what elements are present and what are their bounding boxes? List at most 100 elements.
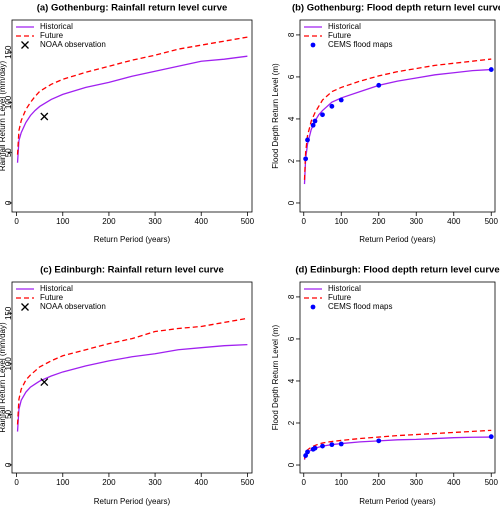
- point: [312, 445, 318, 451]
- x-tick-label: 400: [447, 478, 461, 487]
- x-marker: [40, 112, 49, 121]
- x-tick-label: 300: [148, 478, 162, 487]
- y-tick-label: 4: [287, 116, 296, 121]
- point: [488, 67, 494, 72]
- x-tick-label: 300: [148, 217, 162, 226]
- legend-marker: [21, 41, 29, 49]
- x-axis-label: Return Period (years): [94, 497, 171, 506]
- y-tick-label: 50: [4, 409, 13, 418]
- point: [320, 112, 325, 118]
- x-tick-label: 300: [410, 478, 424, 487]
- point: [312, 118, 318, 124]
- legend-label: NOAA observation: [40, 40, 106, 49]
- series-line: [303, 58, 492, 180]
- y-tick-label: 0: [287, 200, 296, 205]
- x-tick-label: 300: [410, 217, 424, 226]
- y-tick-label: 6: [287, 74, 296, 79]
- panel: (a) Gothenburg: Rainfall return level cu…: [0, 3, 255, 245]
- x-axis-label: Return Period (years): [359, 497, 436, 506]
- legend-label: Historical: [40, 284, 73, 293]
- legend-label: Historical: [328, 22, 361, 31]
- x-tick-label: 400: [195, 478, 209, 487]
- x-tick-label: 100: [335, 217, 349, 226]
- x-tick-label: 500: [485, 478, 499, 487]
- point: [310, 122, 316, 128]
- y-tick-label: 150: [4, 45, 13, 59]
- point: [305, 449, 310, 455]
- x-tick-label: 400: [195, 217, 209, 226]
- series-line: [16, 344, 248, 432]
- x-tick-label: 200: [102, 478, 116, 487]
- legend-label: Future: [328, 31, 352, 40]
- legend-marker: [21, 303, 29, 311]
- x-tick-label: 100: [56, 217, 70, 226]
- y-axis-label: Flood Depth Return Level (m): [271, 324, 280, 430]
- legend-label: Future: [40, 31, 64, 40]
- panel-title: (b) Gothenburg: Flood depth return level…: [292, 3, 500, 14]
- x-tick-label: 0: [14, 217, 19, 226]
- point: [338, 97, 344, 103]
- legend-label: CEMS flood maps: [328, 302, 392, 311]
- legend-label: Future: [40, 293, 64, 302]
- point: [338, 441, 344, 447]
- x-tick-label: 200: [372, 478, 386, 487]
- x-tick-label: 200: [372, 217, 386, 226]
- legend-label: Future: [328, 293, 352, 302]
- series-line: [303, 68, 492, 185]
- point: [376, 82, 382, 88]
- y-tick-label: 50: [4, 148, 13, 157]
- legend-label: Historical: [328, 284, 361, 293]
- x-tick-label: 500: [485, 217, 499, 226]
- plot-box: [11, 19, 253, 213]
- panel: (d) Edinburgh: Flood depth return level …: [271, 265, 500, 507]
- y-tick-label: 8: [287, 294, 296, 299]
- panel: (b) Gothenburg: Flood depth return level…: [271, 3, 500, 245]
- panel: (c) Edinburgh: Rainfall return level cur…: [0, 265, 255, 507]
- panel-title: (a) Gothenburg: Rainfall return level cu…: [37, 3, 228, 14]
- point: [488, 434, 494, 440]
- panel-title: (d) Edinburgh: Flood depth return level …: [295, 265, 499, 276]
- y-tick-label: 100: [4, 95, 13, 109]
- x-marker: [40, 378, 49, 387]
- series-line: [303, 436, 492, 460]
- point: [376, 438, 382, 444]
- x-tick-label: 500: [241, 217, 255, 226]
- y-axis-label: Flood Depth Return Level (m): [271, 63, 280, 169]
- y-axis-label: Rainfall Return Level (mm/day): [0, 322, 7, 433]
- legend-label: Historical: [40, 22, 73, 31]
- y-tick-label: 100: [4, 357, 13, 371]
- y-tick-label: 2: [287, 158, 296, 163]
- y-tick-label: 0: [4, 462, 13, 467]
- point: [303, 453, 309, 458]
- legend-label: CEMS flood maps: [328, 40, 392, 49]
- y-tick-label: 6: [287, 336, 296, 341]
- point: [329, 103, 335, 109]
- y-tick-label: 0: [4, 200, 13, 205]
- x-axis-label: Return Period (years): [359, 235, 436, 244]
- panel-title: (c) Edinburgh: Rainfall return level cur…: [40, 265, 224, 276]
- y-tick-label: 150: [4, 306, 13, 320]
- x-axis-label: Return Period (years): [94, 235, 171, 244]
- legend-marker: [310, 304, 316, 310]
- x-tick-label: 500: [241, 478, 255, 487]
- plot-box: [11, 281, 253, 474]
- series-line: [16, 36, 248, 155]
- plot-box: [299, 281, 496, 474]
- point: [303, 156, 309, 162]
- y-tick-label: 0: [287, 462, 296, 467]
- series-line: [16, 317, 248, 425]
- y-axis-label: Rainfall Return Level (mm/day): [0, 61, 7, 172]
- plot-box: [299, 19, 496, 213]
- series-line: [16, 55, 248, 163]
- x-tick-label: 0: [302, 478, 307, 487]
- legend-marker: [310, 42, 316, 48]
- x-tick-label: 100: [56, 478, 70, 487]
- x-tick-label: 400: [447, 217, 461, 226]
- x-tick-label: 0: [14, 478, 19, 487]
- series-line: [303, 429, 492, 459]
- x-tick-label: 200: [102, 217, 116, 226]
- legend-label: NOAA observation: [40, 302, 106, 311]
- y-tick-label: 4: [287, 378, 296, 383]
- point: [320, 443, 325, 449]
